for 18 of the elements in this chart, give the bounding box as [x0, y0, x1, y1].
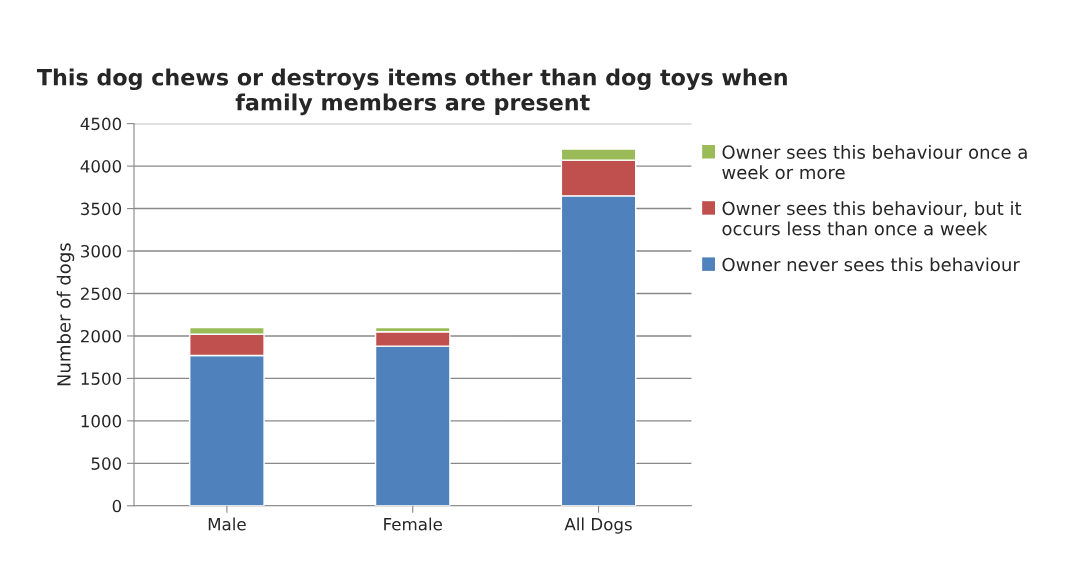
- y-tick-label: 3000: [81, 244, 122, 258]
- y-tick-label: 500: [91, 457, 122, 470]
- x-tick-label: All Dogs: [564, 517, 632, 534]
- y-axis-title: Number of dogs: [56, 243, 75, 386]
- legend-label: Owner sees this behaviour once a week or more: [722, 145, 1027, 180]
- y-tick-label: 0: [112, 499, 122, 513]
- chart-title: This dog chews or destroys items other than dog toys when family members are present: [36, 68, 787, 116]
- y-tick-label: 3500: [81, 202, 122, 216]
- y-tick-label: 1500: [81, 372, 122, 385]
- x-tick-label: Male: [208, 517, 246, 531]
- y-tick-label: 4500: [80, 117, 122, 131]
- legend-label: Owner never sees this behaviour: [722, 257, 1020, 272]
- y-tick-label: 1000: [81, 414, 122, 428]
- legend-label: Owner sees this behaviour, but it occurs less than once a week: [722, 201, 1022, 236]
- y-tick-label: 4000: [80, 160, 122, 173]
- y-tick-label: 2500: [81, 287, 122, 301]
- x-tick-label: Female: [384, 517, 442, 531]
- y-tick-label: 2000: [81, 329, 122, 343]
